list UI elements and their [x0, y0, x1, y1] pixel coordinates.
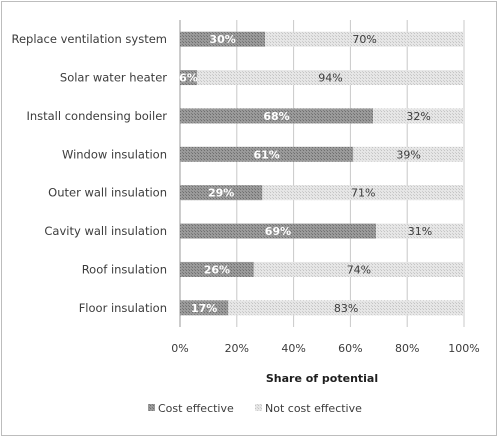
- legend-swatch: [255, 404, 262, 411]
- x-axis-ticks: 0% 20% 40% 60% 80% 100%: [171, 342, 479, 355]
- x-tick-label: 100%: [448, 342, 479, 355]
- data-label: 83%: [334, 302, 358, 315]
- bar-segment: [180, 185, 263, 201]
- category-label: Outer wall insulation: [48, 186, 167, 200]
- bar-segment: [253, 261, 464, 277]
- data-label: 70%: [352, 33, 376, 46]
- data-label: 68%: [263, 110, 289, 123]
- bar-segment: [180, 108, 374, 124]
- data-label: 17%: [191, 302, 217, 315]
- gridlines: [179, 20, 465, 327]
- legend-label: Cost effective: [158, 402, 234, 415]
- data-label: 94%: [318, 72, 342, 85]
- data-label: 74%: [347, 263, 371, 276]
- data-label: 39%: [396, 148, 420, 161]
- x-tick-label: 0%: [171, 342, 188, 355]
- data-label: 31%: [408, 225, 432, 238]
- legend-swatch: [148, 404, 155, 411]
- bar-segment: [373, 108, 464, 124]
- category-label: Floor insulation: [79, 301, 167, 315]
- bar-segment: [375, 223, 464, 239]
- category-label: Window insulation: [62, 147, 167, 161]
- bar-segment: [180, 31, 266, 47]
- category-label: Roof insulation: [82, 262, 167, 276]
- category-labels: Replace ventilation system Solar water he…: [11, 32, 167, 315]
- data-label: 26%: [204, 263, 230, 276]
- category-label: Install condensing boiler: [26, 109, 167, 123]
- data-label: 30%: [209, 33, 235, 46]
- data-label: 71%: [351, 187, 375, 200]
- legend-label: Not cost effective: [265, 402, 362, 415]
- bar-segment: [265, 31, 464, 47]
- category-label: Replace ventilation system: [11, 32, 167, 46]
- x-axis-title: Share of potential: [266, 372, 378, 385]
- bar-segment: [262, 185, 464, 201]
- data-label: 29%: [208, 187, 234, 200]
- bar-segment: [180, 261, 254, 277]
- x-tick-label: 40%: [281, 342, 305, 355]
- data-label: 32%: [406, 110, 430, 123]
- data-label: 61%: [253, 148, 279, 161]
- bar-segment: [353, 146, 464, 162]
- x-tick-label: 60%: [338, 342, 362, 355]
- bar-segment: [180, 300, 229, 316]
- bars: 30% 70% 6% 94% 68% 32% 61% 39% 29% 71% 69% 31% 26% 74…: [179, 31, 465, 316]
- bar-segment: [228, 300, 464, 316]
- bar-segment: [197, 70, 465, 86]
- category-label: Cavity wall insulation: [44, 224, 167, 238]
- category-label: Solar water heater: [60, 71, 167, 85]
- bar-segment: [180, 223, 376, 239]
- x-tick-label: 20%: [225, 342, 249, 355]
- data-label: 69%: [265, 225, 291, 238]
- legend: Cost effective Not cost effective: [148, 402, 362, 415]
- bar-segment: [180, 146, 354, 162]
- x-tick-label: 80%: [395, 342, 419, 355]
- bar-segment: [180, 70, 198, 86]
- data-label: 6%: [179, 72, 198, 85]
